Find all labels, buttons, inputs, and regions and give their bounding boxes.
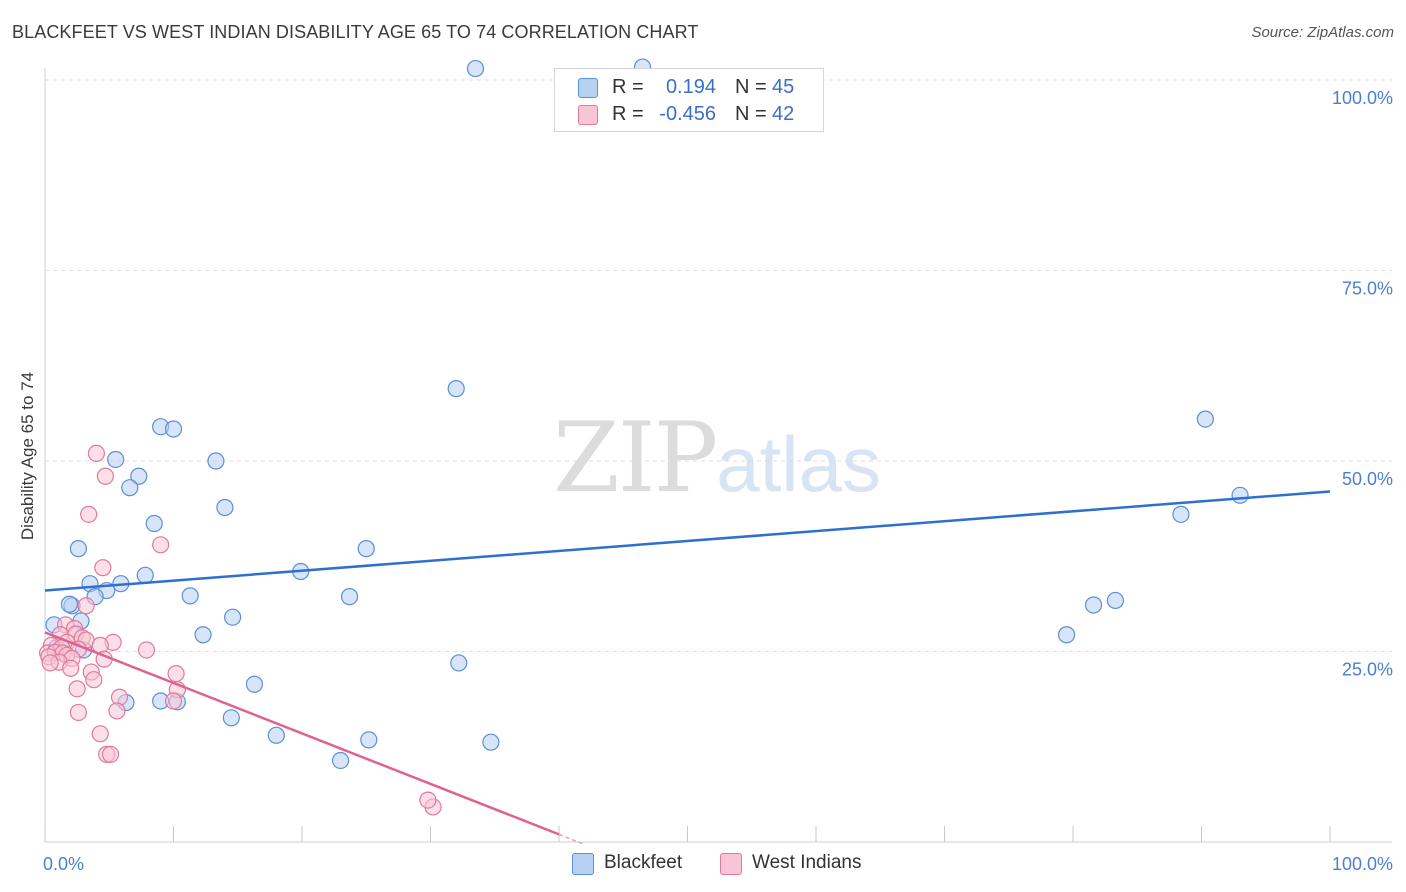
series-swatch-blackfeet [572, 853, 594, 875]
blackfeet-point [1196, 410, 1214, 428]
y-tick-label: 100.0% [1332, 88, 1393, 108]
blackfeet-point [224, 608, 242, 626]
blackfeet-point [216, 498, 234, 517]
blackfeet-point [107, 450, 125, 469]
legend-n-label: N = [735, 76, 767, 98]
watermark-atlas: atlas [716, 420, 881, 508]
legend-swatch-west-indians [578, 105, 598, 125]
west-indians-point [91, 725, 109, 743]
west-indians-point [85, 671, 103, 689]
west-indians-point [80, 505, 98, 523]
blackfeet-point [136, 566, 154, 584]
legend-n-value: 42 [772, 103, 795, 125]
series-swatch-west-indians [720, 853, 742, 875]
blackfeet-point [1231, 486, 1249, 504]
west-indians-point [137, 641, 156, 659]
series-label-west-indians: West Indians [752, 852, 862, 873]
watermark-zip: ZIP [553, 402, 718, 514]
blackfeet-point [207, 452, 225, 470]
blackfeet-point [482, 733, 500, 751]
west-indians-point [419, 791, 437, 809]
legend-r-label: R = [612, 103, 644, 125]
watermark: ZIPatlas [553, 402, 881, 514]
blackfeet-point [194, 626, 212, 644]
legend-n-label: N = [735, 103, 767, 125]
west-indians-point [41, 654, 59, 672]
chart-title: BLACKFEET VS WEST INDIAN DISABILITY AGE … [12, 22, 699, 42]
blackfeet-point [69, 540, 88, 558]
legend-r-value: -0.456 [659, 103, 716, 125]
blackfeet-point [447, 380, 465, 398]
series-label-blackfeet: Blackfeet [604, 852, 683, 873]
blackfeet-point [1057, 626, 1076, 644]
blackfeet-point [1172, 505, 1190, 523]
y-tick-label: 50.0% [1342, 469, 1393, 489]
source-credit: Source: ZipAtlas.com [1251, 24, 1394, 41]
blackfeet-point [267, 726, 285, 744]
blackfeet-point [357, 540, 375, 558]
y-axis-label: Disability Age 65 to 74 [18, 372, 37, 540]
west-indians-point [108, 702, 126, 720]
blackfeet-point [466, 59, 485, 78]
west-indians-point [62, 659, 80, 677]
x-tick-label: 100.0% [1332, 854, 1393, 874]
blackfeet-point [145, 514, 163, 533]
west-indians-point [94, 559, 112, 577]
west-indians-point [68, 680, 86, 698]
west-indians-point [164, 692, 183, 710]
west-indians-point [87, 444, 106, 462]
blackfeet-point [121, 479, 139, 497]
west-indians-trendline [44, 631, 560, 836]
y-tick-label: 25.0% [1342, 660, 1393, 680]
west-indians-point [101, 745, 120, 763]
west-indians-point [77, 597, 95, 615]
correlation-legend: R = 0.194 N = 45 R = -0.456 N = 42 [554, 68, 824, 132]
blackfeet-point [1106, 591, 1125, 610]
legend-row-west-indians: R = -0.456 N = 42 [555, 101, 823, 127]
legend-n-value: 45 [772, 76, 795, 98]
x-tick-label: 0.0% [43, 854, 84, 874]
blackfeet-point [331, 751, 350, 770]
legend-r-value: 0.194 [665, 76, 716, 98]
west-indians-point [96, 467, 114, 485]
legend-row-blackfeet: R = 0.194 N = 45 [555, 74, 823, 100]
blackfeet-point [164, 420, 183, 438]
blackfeet-point [360, 731, 378, 749]
west-indians-point [152, 536, 170, 554]
y-tick-label: 75.0% [1342, 279, 1393, 299]
blackfeet-point [340, 588, 359, 606]
blackfeet-trendline [44, 490, 1331, 592]
west-indians-point [167, 664, 185, 683]
blackfeet-point [1084, 596, 1103, 614]
blackfeet-point [60, 595, 79, 613]
west-indians-point [69, 703, 88, 722]
blackfeet-point [222, 709, 240, 727]
blackfeet-point [450, 654, 468, 672]
legend-r-label: R = [612, 76, 644, 98]
legend-swatch-blackfeet [578, 78, 598, 98]
blackfeet-point [181, 587, 199, 605]
blackfeet-point [245, 675, 264, 693]
blackfeet-point [130, 467, 148, 485]
